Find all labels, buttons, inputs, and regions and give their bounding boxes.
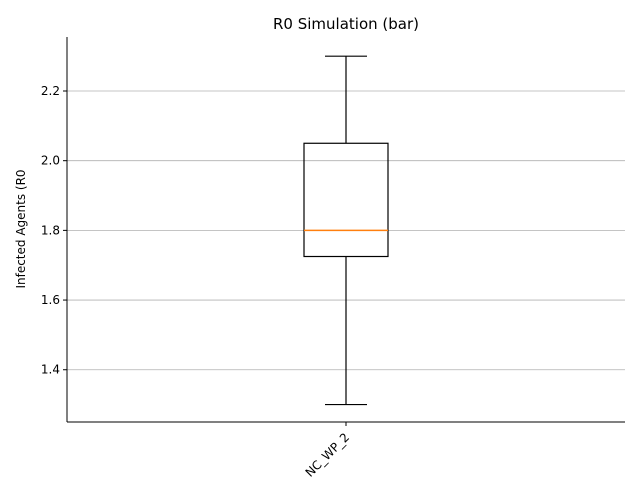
box-plot <box>303 55 389 406</box>
y-tick-label: 2.2 <box>41 84 60 98</box>
iqr-box <box>303 142 389 258</box>
y-axis-label: Infected Agents (R0 <box>14 169 28 288</box>
x-tick-label: NC_WP_2 <box>303 430 353 480</box>
x-axis-ticks: NC_WP_2 <box>303 422 353 480</box>
chart-title: R0 Simulation (bar) <box>273 15 419 33</box>
y-tick-label: 2.0 <box>41 154 60 168</box>
box-plot-series <box>303 55 389 406</box>
y-tick-label: 1.8 <box>41 223 60 237</box>
y-tick-label: 1.6 <box>41 293 60 307</box>
y-axis-ticks: 1.4 1.6 1.8 2.0 2.2 <box>41 84 67 377</box>
y-tick-label: 1.4 <box>41 363 60 377</box>
